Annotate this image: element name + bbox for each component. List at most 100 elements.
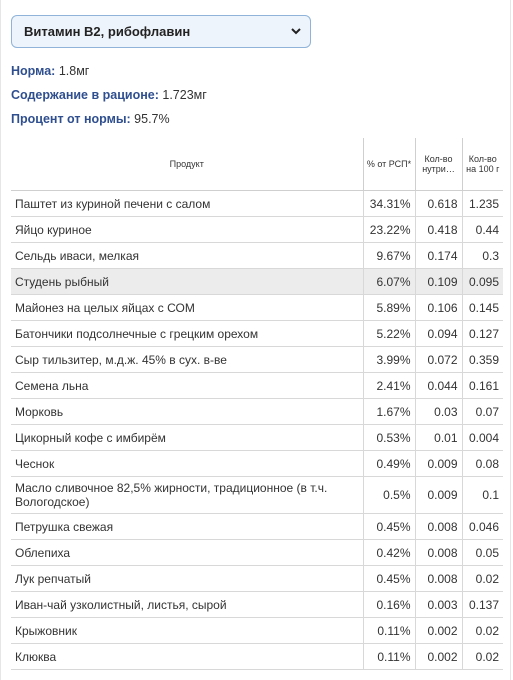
norm-label: Норма: [11,64,56,78]
product-name: Сыр тильзитер, м.д.ж. 45% в сух. в-ве [11,346,363,373]
header-qty[interactable]: Кол-во нутри… [414,138,462,191]
product-per100: 0.359 [461,346,503,373]
product-qty: 0.109 [414,268,462,295]
product-name: Петрушка свежая [11,513,363,540]
product-pct: 34.31% [362,190,415,217]
content-label: Содержание в рационе: [11,88,159,102]
norm-line: Норма: 1.8мг [11,64,89,78]
table-row: Морковь 1.67% 0.03 0.07 [11,398,503,425]
product-name: Семена льна [11,372,363,399]
product-qty: 0.618 [414,190,462,217]
product-name: Чеснок [11,450,363,477]
product-per100: 0.02 [461,643,503,670]
norm-value: 1.8мг [55,64,90,78]
product-pct: 23.22% [362,216,415,243]
table-header-row: Продукт % от РСП* Кол-во нутри… Кол-во н… [11,138,503,191]
product-per100: 0.004 [461,424,503,451]
table-row: Лук репчатый 0.45% 0.008 0.02 [11,565,503,592]
table-row: Облепиха 0.42% 0.008 0.05 [11,539,503,566]
table-row: Майонез на целых яйцах с СОМ 5.89% 0.106 0.… [11,294,503,321]
product-pct: 0.11% [362,617,415,644]
table-row: Сельдь иваси, мелкая 9.67% 0.174 0.3 [11,242,503,269]
content-line: Содержание в рационе: 1.723мг [11,88,207,102]
table-row: Цикорный кофе с имбирём 0.53% 0.01 0.004 [11,424,503,451]
product-pct: 0.45% [362,513,415,540]
product-pct: 0.11% [362,643,415,670]
product-qty: 0.003 [414,591,462,618]
product-qty: 0.072 [414,346,462,373]
product-pct: 2.41% [362,372,415,399]
product-per100: 1.235 [461,190,503,217]
product-qty: 0.106 [414,294,462,321]
product-qty: 0.094 [414,320,462,347]
product-qty: 0.008 [414,539,462,566]
product-per100: 0.046 [461,513,503,540]
product-name: Морковь [11,398,363,425]
header-per100[interactable]: Кол-во на 100 г [461,138,503,191]
table-row: Студень рыбный 6.07% 0.109 0.095 [11,268,503,295]
product-name: Студень рыбный [11,268,363,295]
header-product[interactable]: Продукт [11,138,363,191]
product-name: Яйцо куриное [11,216,363,243]
table-row: Петрушка свежая 0.45% 0.008 0.046 [11,513,503,540]
table-row: Семена льна 2.41% 0.044 0.161 [11,372,503,399]
product-pct: 0.49% [362,450,415,477]
product-name: Облепиха [11,539,363,566]
product-name: Иван-чай узколистный, листья, сырой [11,591,363,618]
table-row: Яйцо куриное 23.22% 0.418 0.44 [11,216,503,243]
nutrient-select[interactable]: Витамин B2, рибофлавин [11,15,311,48]
product-qty: 0.008 [414,565,462,592]
percent-line: Процент от нормы: 95.7% [11,112,170,126]
product-name: Цикорный кофе с имбирём [11,424,363,451]
product-pct: 9.67% [362,242,415,269]
percent-value: 95.7% [130,112,170,126]
percent-label: Процент от нормы: [11,112,131,126]
product-pct: 0.5% [362,476,415,514]
product-per100: 0.1 [461,476,503,514]
product-per100: 0.07 [461,398,503,425]
nutrient-select-value: Витамин B2, рибофлавин [24,24,191,39]
product-name: Майонез на целых яйцах с СОМ [11,294,363,321]
product-qty: 0.174 [414,242,462,269]
product-qty: 0.03 [414,398,462,425]
product-per100: 0.02 [461,565,503,592]
product-per100: 0.3 [461,242,503,269]
table-row: Паштет из куриной печени с салом 34.31% 0.… [11,190,503,217]
product-qty: 0.01 [414,424,462,451]
table-row: Иван-чай узколистный, листья, сырой 0.16%… [11,591,503,618]
product-per100: 0.161 [461,372,503,399]
table-row: Клюква 0.11% 0.002 0.02 [11,643,503,670]
product-per100: 0.05 [461,539,503,566]
product-qty: 0.009 [414,450,462,477]
chevron-down-icon [291,28,301,35]
product-per100: 0.145 [461,294,503,321]
product-pct: 0.45% [362,565,415,592]
product-name: Масло сливочное 82,5% жирности, традицио… [11,476,363,514]
product-per100: 0.44 [461,216,503,243]
product-qty: 0.044 [414,372,462,399]
product-qty: 0.002 [414,617,462,644]
product-pct: 0.16% [362,591,415,618]
product-pct: 1.67% [362,398,415,425]
products-table: Продукт % от РСП* Кол-во нутри… Кол-во н… [11,138,503,670]
product-qty: 0.002 [414,643,462,670]
product-qty: 0.008 [414,513,462,540]
product-pct: 3.99% [362,346,415,373]
table-row: Крыжовник 0.11% 0.002 0.02 [11,617,503,644]
product-per100: 0.08 [461,450,503,477]
content-value: 1.723мг [158,88,207,102]
product-name: Лук репчатый [11,565,363,592]
table-row: Сыр тильзитер, м.д.ж. 45% в сух. в-ве 3.9… [11,346,503,373]
product-name: Сельдь иваси, мелкая [11,242,363,269]
table-row: Чеснок 0.49% 0.009 0.08 [11,450,503,477]
product-name: Батончики подсолнечные с грецким орехом [11,320,363,347]
product-name: Паштет из куриной печени с салом [11,190,363,217]
table-body: Паштет из куриной печени с салом 34.31% 0.… [11,190,503,670]
product-name: Клюква [11,643,363,670]
product-qty: 0.418 [414,216,462,243]
product-qty: 0.009 [414,476,462,514]
header-pct[interactable]: % от РСП* [362,138,415,191]
product-per100: 0.02 [461,617,503,644]
product-per100: 0.095 [461,268,503,295]
